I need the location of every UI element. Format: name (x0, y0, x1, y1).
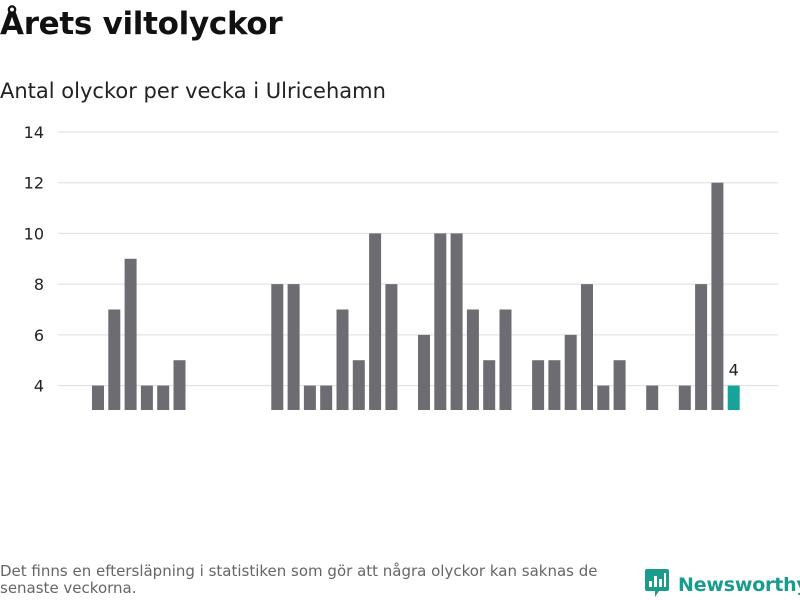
bar-week-15[interactable] (320, 385, 333, 410)
bar-week-23[interactable] (450, 233, 463, 410)
y-tick-label-12: 12 (24, 174, 44, 193)
newsworthy-logo-icon (644, 568, 670, 600)
chart-subtitle: Antal olyckor per vecka i Ulricehamn (0, 79, 386, 103)
bar-week-37[interactable] (678, 385, 691, 410)
y-tick-label-6: 6 (34, 326, 44, 345)
bar-week-33[interactable] (613, 360, 626, 410)
bar-week-4[interactable] (140, 385, 153, 410)
bar-week-39[interactable] (711, 182, 724, 410)
bar-week-17[interactable] (352, 360, 365, 410)
bar-week-38[interactable] (695, 284, 708, 410)
bar-week-25[interactable] (483, 360, 496, 410)
bar-chart: 02468101214 jan.feb.marsapr.majjunijulia… (24, 123, 778, 411)
bar-week-29[interactable] (548, 360, 561, 410)
bar-week-22[interactable] (434, 233, 447, 410)
bar-week-6[interactable] (173, 360, 186, 410)
bar-week-2[interactable] (108, 309, 121, 411)
bar-week-18[interactable] (369, 233, 382, 410)
bar-week-12[interactable] (271, 284, 284, 410)
bar-week-13[interactable] (287, 284, 300, 410)
brand-name: Newsworthy (678, 574, 800, 596)
bar-week-1[interactable] (92, 385, 104, 410)
bar-week-19[interactable] (385, 284, 398, 410)
bar-week-40[interactable] (727, 385, 740, 410)
bar-week-30[interactable] (564, 334, 577, 410)
bar-week-16[interactable] (336, 309, 349, 411)
bar-week-5[interactable] (157, 385, 170, 410)
chart-title: Årets viltolyckor (0, 6, 283, 42)
data-label-last-week: 4 (729, 361, 739, 380)
bar-week-14[interactable] (303, 385, 316, 410)
bar-week-35[interactable] (646, 385, 659, 410)
newsworthy-brand[interactable]: Newsworthy (644, 568, 800, 600)
y-tick-label-14: 14 (24, 123, 44, 142)
y-axis-ticks: 02468101214 (24, 123, 44, 396)
bar-week-21[interactable] (418, 334, 430, 410)
bar-week-3[interactable] (124, 258, 137, 410)
bar-week-31[interactable] (581, 284, 593, 410)
y-tick-label-4: 4 (34, 377, 44, 396)
footnote: Det finns en eftersläpning i statistiken… (0, 562, 598, 597)
bar-week-28[interactable] (532, 360, 545, 410)
data-labels: 4 (729, 361, 739, 380)
y-tick-label-10: 10 (24, 224, 44, 243)
y-tick-label-8: 8 (34, 275, 44, 294)
bars (92, 182, 740, 411)
bar-week-26[interactable] (499, 309, 512, 411)
bar-week-32[interactable] (597, 385, 610, 410)
bar-week-24[interactable] (466, 309, 479, 411)
